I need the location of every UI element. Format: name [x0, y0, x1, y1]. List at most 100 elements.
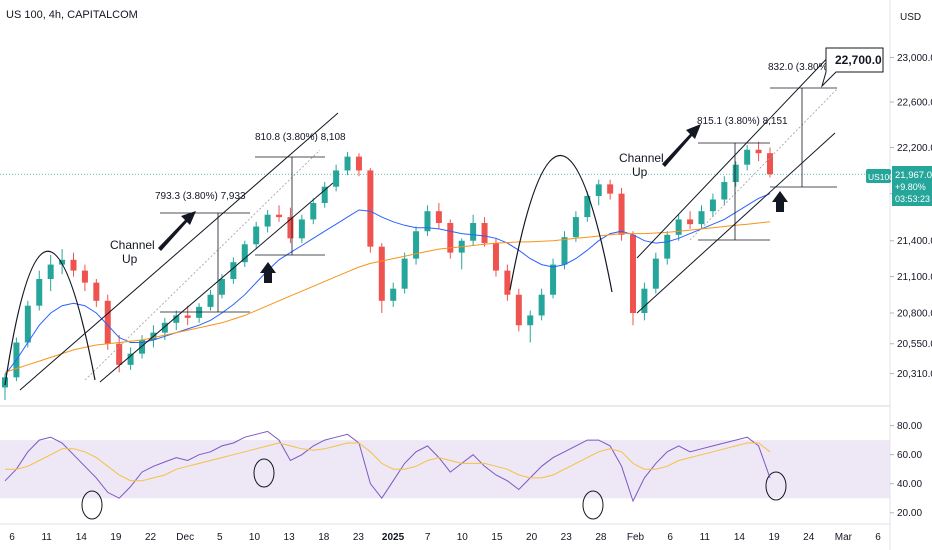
- price-badge-bg: [892, 166, 932, 206]
- candle-body: [173, 315, 180, 323]
- candle-body: [698, 211, 705, 225]
- time-tick-label: 24: [803, 532, 815, 543]
- rsi-tick-label: 60.00: [897, 450, 922, 461]
- channel-1: [19, 112, 339, 391]
- rsi-tick-label: 40.00: [897, 479, 922, 490]
- arc-2[interactable]: [509, 155, 613, 293]
- price-tick-label: 23,000.0: [897, 53, 932, 64]
- time-tick-label: 28: [595, 532, 607, 543]
- candle-body: [732, 164, 739, 183]
- candle-body: [755, 149, 762, 154]
- candles-group: [2, 141, 773, 400]
- arc-1[interactable]: [4, 250, 96, 386]
- time-tick-label: 14: [76, 532, 88, 543]
- time-tick-label: Dec: [176, 532, 194, 543]
- up-arrow-1: [260, 262, 276, 283]
- price-badge[interactable]: US100 21,967.0 +9.80% 03:53:23: [866, 166, 932, 206]
- channel-2-upper-line[interactable]: [636, 49, 836, 259]
- candle-body: [161, 322, 168, 333]
- moving-averages-group: [4, 193, 771, 376]
- candle-body: [81, 270, 88, 283]
- channel-2-label-line2: Up: [632, 165, 648, 179]
- price-badge-change: +9.80%: [895, 182, 926, 192]
- target-callout[interactable]: 22,700.0: [820, 47, 884, 88]
- candle-body: [104, 300, 111, 344]
- rsi-line: [4, 430, 771, 503]
- rsi-circle-3: [582, 490, 604, 520]
- candle-body: [241, 244, 248, 263]
- channel-1-mid-line: [84, 149, 321, 381]
- channel-1-lower-line[interactable]: [99, 182, 334, 383]
- time-tick-label: 6: [875, 532, 881, 543]
- rsi-tick-label: 80.00: [897, 421, 922, 432]
- candle-body: [515, 294, 522, 326]
- candle-body: [538, 294, 545, 316]
- measure-box-1[interactable]: 793.3 (3.80%) 7,933: [155, 191, 250, 313]
- channel-1-upper-line[interactable]: [19, 112, 339, 391]
- price-tick-label: 20,800.0: [897, 308, 932, 319]
- candle-body: [641, 288, 648, 313]
- rsi-axis-ticks: 80.00 60.00 40.00 20.00: [890, 421, 922, 519]
- rsi-band: [0, 440, 890, 499]
- candle-body: [687, 219, 694, 225]
- candle-body: [584, 195, 591, 218]
- time-tick-label: 14: [734, 532, 746, 543]
- candle-body: [47, 264, 54, 280]
- chart-title: US 100, 4h, CAPITALCOM: [6, 9, 138, 21]
- candle-body: [127, 353, 134, 365]
- rsi-circle-1: [81, 490, 103, 520]
- time-tick-label: Mar: [835, 532, 853, 543]
- candle-body: [321, 186, 328, 204]
- time-tick-label: 10: [249, 532, 261, 543]
- moving-average-line: [4, 221, 771, 373]
- candle-body: [390, 288, 397, 301]
- time-tick-label: 5: [217, 532, 223, 543]
- candle-body: [424, 211, 431, 232]
- measure-4-label: 832.0 (3.80%) 8,3: [768, 62, 848, 73]
- price-tick-label: 22,600.0: [897, 98, 932, 109]
- candle-body: [607, 184, 614, 194]
- price-axis-ticks: 23,000.022,600.022,200.021,800.021,400.0…: [890, 53, 932, 380]
- channel-1-label-line1: Channel: [110, 238, 155, 252]
- time-tick-label: 10: [457, 532, 469, 543]
- up-arrow-2: [772, 191, 788, 212]
- candle-body: [253, 226, 260, 245]
- candle-body: [504, 270, 511, 295]
- candle-body: [435, 211, 442, 223]
- price-badge-countdown: 03:53:23: [895, 194, 930, 204]
- time-tick-label: 23: [561, 532, 573, 543]
- measure-box-3[interactable]: 815.1 (3.80%) 8,151: [697, 116, 788, 241]
- candle-body: [139, 340, 146, 354]
- time-tick-label: Feb: [627, 532, 645, 543]
- measure-box-2[interactable]: 810.8 (3.80%) 8,108: [255, 132, 346, 256]
- candle-body: [36, 279, 43, 306]
- candle-body: [721, 182, 728, 200]
- candle-body: [550, 264, 557, 295]
- candle-body: [230, 262, 237, 280]
- time-tick-label: 6: [9, 532, 15, 543]
- candle-body: [481, 222, 488, 244]
- price-tick-label: 20,550.0: [897, 339, 932, 350]
- measure-box-4[interactable]: 832.0 (3.80%) 8,3: [768, 62, 848, 188]
- candle-body: [595, 184, 602, 196]
- candle-body: [93, 282, 100, 301]
- time-tick-label: 13: [284, 532, 296, 543]
- candle-body: [287, 217, 294, 239]
- channel-1-label-line2: Up: [122, 252, 138, 266]
- time-tick-label: 15: [491, 532, 503, 543]
- measure-1-label: 793.3 (3.80%) 7,933: [155, 191, 246, 202]
- candle-body: [333, 170, 340, 187]
- rsi-line: [5, 442, 771, 482]
- candle-body: [218, 279, 225, 295]
- time-axis-ticks: 6 11 14 19 22 Dec 5 10 13 18 23 2025 7 10 15 20 23 28 Feb 6…: [9, 532, 881, 543]
- candle-body: [709, 199, 716, 212]
- candle-body: [652, 258, 659, 289]
- candle-body: [207, 294, 214, 307]
- time-tick-label: 6: [667, 532, 673, 543]
- candle-body: [24, 305, 31, 343]
- rsi-tick-label: 20.00: [897, 508, 922, 519]
- time-tick-label: 20: [526, 532, 538, 543]
- time-tick-label: 18: [318, 532, 330, 543]
